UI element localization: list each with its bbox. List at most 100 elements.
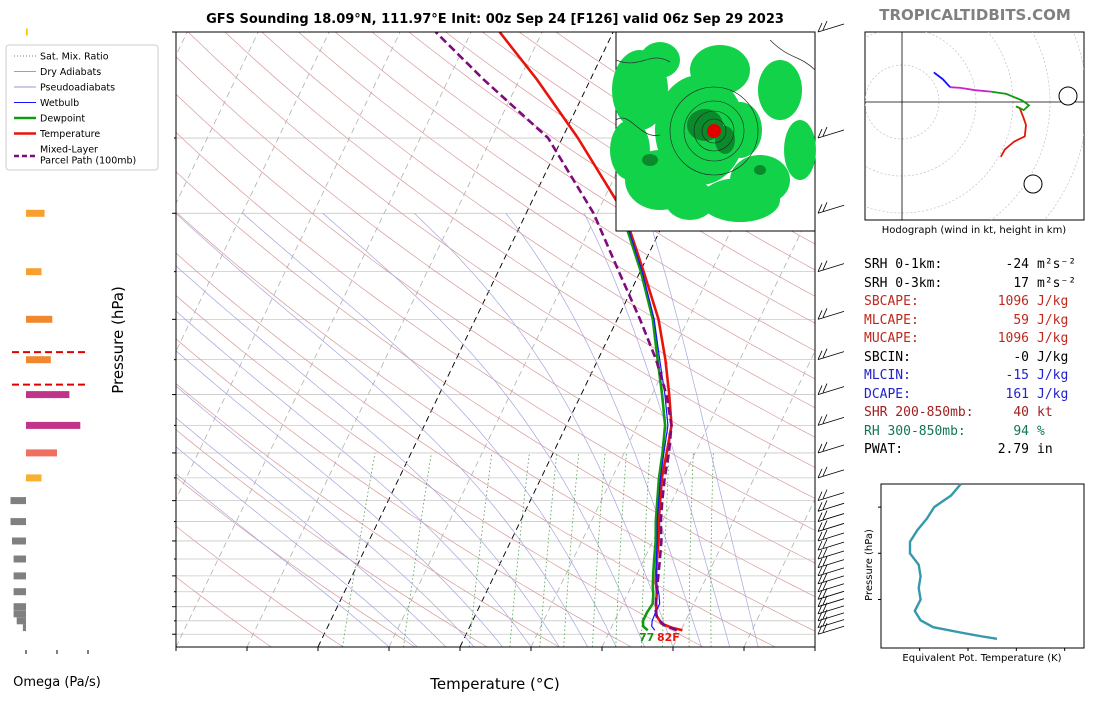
parameter-value: 59 <box>989 312 1029 331</box>
omega-bar <box>14 588 26 595</box>
lm-marker <box>1024 175 1042 193</box>
satellite-map-inset <box>610 32 816 231</box>
omega-bar <box>14 572 26 579</box>
barb-staff <box>818 24 844 32</box>
omega-bar <box>12 538 26 545</box>
barb-feather <box>823 548 827 557</box>
parameter-value: -24 <box>989 256 1029 275</box>
barb-feather <box>823 511 827 520</box>
parameter-label: DCAPE: <box>864 386 989 405</box>
surface-temperature-label: 82F <box>657 631 680 644</box>
wind-barb <box>818 127 844 138</box>
barb-staff <box>818 387 844 395</box>
barb-staff <box>818 568 844 576</box>
wind-barb <box>818 539 844 550</box>
wind-barb <box>818 414 844 425</box>
moist-adiabat <box>323 213 645 647</box>
precip-area <box>784 120 816 180</box>
omega-bar <box>26 268 42 275</box>
moist-adiabat <box>506 213 702 647</box>
barb-feather <box>823 530 827 539</box>
wind-barb <box>818 21 844 32</box>
legend-label: Pseudoadiabats <box>40 83 115 94</box>
omega-bar <box>26 356 51 363</box>
wind-barb <box>818 520 844 531</box>
barb-feather <box>823 490 827 499</box>
omega-bar <box>17 617 26 624</box>
wind-barb <box>818 548 844 559</box>
barb-staff <box>818 311 844 319</box>
barb-staff <box>818 503 844 511</box>
omega-bar <box>11 518 27 525</box>
barb-feather <box>823 21 827 30</box>
wind-barb <box>818 623 844 634</box>
barb-staff <box>818 533 844 541</box>
parameter-unit: m²s⁻² <box>1037 275 1076 294</box>
moist-adiabat <box>73 213 531 647</box>
theta-e-xlabel: Equivalent Pot. Temperature (K) <box>902 653 1061 664</box>
dry-adiabat <box>78 32 991 647</box>
precip-area <box>665 180 715 220</box>
precip-area <box>610 120 650 180</box>
barb-feather <box>823 539 827 548</box>
omega-bar <box>26 29 28 36</box>
parameter-label: SRH 0-3km: <box>864 275 989 294</box>
theta-e-ylabel: Pressure (hPa) <box>864 529 875 601</box>
rm-marker <box>1059 87 1077 105</box>
skewt-ylabel: Pressure (hPa) <box>109 286 127 394</box>
parameter-value: 161 <box>989 386 1029 405</box>
parameter-unit: J/kg <box>1037 293 1068 312</box>
wind-barb <box>818 384 844 395</box>
theta-e-frame <box>881 484 1084 648</box>
legend-label: Temperature <box>39 129 100 140</box>
wind-barb <box>818 511 844 522</box>
barb-feather <box>823 202 827 211</box>
wind-barb <box>818 500 844 511</box>
barb-staff <box>818 445 844 453</box>
parameter-unit: J/kg <box>1037 330 1068 349</box>
isotherm-line <box>176 32 471 647</box>
parameter-label: MUCAPE: <box>864 330 989 349</box>
parameter-value: 17 <box>989 275 1029 294</box>
barb-staff <box>818 493 844 501</box>
parameter-value: 40 <box>989 404 1029 423</box>
omega-bar <box>14 556 26 563</box>
barb-staff <box>818 130 844 138</box>
barb-feather <box>823 467 827 476</box>
mixing-ratio-line <box>404 453 432 647</box>
parameter-value: -15 <box>989 367 1029 386</box>
wind-barb <box>818 308 844 319</box>
barb-feather <box>823 500 827 509</box>
parameter-label: PWAT: <box>864 441 989 460</box>
surface-dewpoint-label: 77 <box>639 631 654 644</box>
parameter-label: RH 300-850mb: <box>864 423 989 442</box>
wind-barb <box>818 202 844 213</box>
wind-barb <box>818 490 844 501</box>
parameter-unit: m²s⁻² <box>1037 256 1076 275</box>
mixing-ratio-line <box>616 453 627 647</box>
parameter-label: MLCAPE: <box>864 312 989 331</box>
figure-title: GFS Sounding 18.09°N, 111.97°E Init: 00z… <box>206 12 784 27</box>
hodograph-caption: Hodograph (wind in kt, height in km) <box>882 225 1067 236</box>
barb-feather <box>823 127 827 136</box>
moist-adiabat <box>0 213 446 647</box>
barb-staff <box>818 626 844 634</box>
barb-feather <box>823 442 827 451</box>
barb-feather <box>823 349 827 358</box>
barb-staff <box>818 560 844 568</box>
wind-barbs <box>818 21 844 634</box>
omega-bar <box>14 610 26 617</box>
parameter-unit: J/kg <box>1037 386 1068 405</box>
legend-label: Mixed-Layer <box>40 145 98 156</box>
storm-center-marker <box>707 124 721 138</box>
omega-bar <box>11 497 27 504</box>
parameter-label: SBCAPE: <box>864 293 989 312</box>
wind-barb <box>818 467 844 478</box>
moist-adiabat <box>0 213 474 647</box>
parameter-unit: in <box>1037 441 1053 460</box>
